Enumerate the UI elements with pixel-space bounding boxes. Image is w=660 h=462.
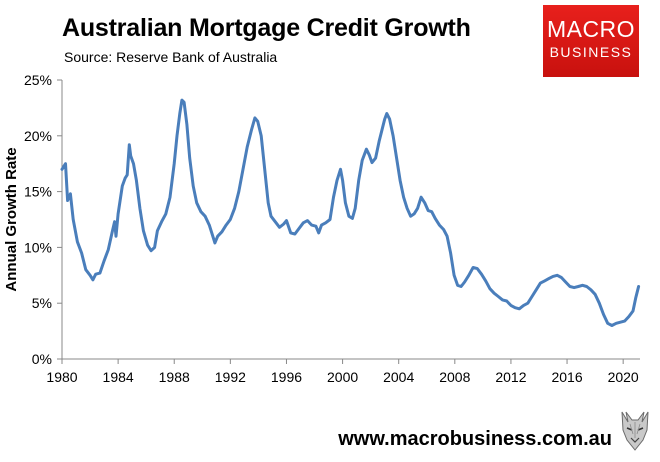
x-tick-label: 1984 (103, 369, 134, 385)
x-tick-label: 2004 (383, 369, 414, 385)
x-tick-label: 1992 (215, 369, 246, 385)
x-tick-label: 1988 (159, 369, 190, 385)
y-tick-label: 25% (24, 72, 52, 88)
chart-title: Australian Mortgage Credit Growth (62, 14, 471, 42)
y-tick-label: 10% (24, 239, 52, 255)
macrobusiness-logo: MACRO BUSINESS (543, 5, 639, 77)
x-tick-label: 2012 (495, 369, 526, 385)
y-tick-label: 5% (32, 295, 52, 311)
y-axis-ticks: 0% 5% 10% 15% 20% 25% (24, 72, 62, 367)
y-axis-label: Annual Growth Rate (3, 147, 20, 291)
y-tick-label: 0% (32, 351, 52, 367)
x-tick-label: 2008 (439, 369, 470, 385)
y-tick-label: 20% (24, 128, 52, 144)
x-tick-label: 2016 (551, 369, 582, 385)
x-tick-label: 1980 (46, 369, 77, 385)
x-tick-label: 2000 (327, 369, 358, 385)
y-tick-label: 15% (24, 184, 52, 200)
website-url: www.macrobusiness.com.au (338, 428, 612, 450)
mortgage-growth-series-line (60, 98, 641, 327)
x-tick-label: 2020 (608, 369, 639, 385)
chart-subtitle: Source: Reserve Bank of Australia (64, 49, 278, 65)
wolf-logo-icon (621, 411, 649, 451)
x-tick-label: 1996 (271, 369, 302, 385)
logo-line-business: BUSINESS (549, 44, 633, 60)
x-axis-ticks: 1980 1984 1988 1992 1996 2000 2004 2008 2012 2016… (46, 359, 639, 385)
logo-line-macro: MACRO (546, 16, 636, 42)
